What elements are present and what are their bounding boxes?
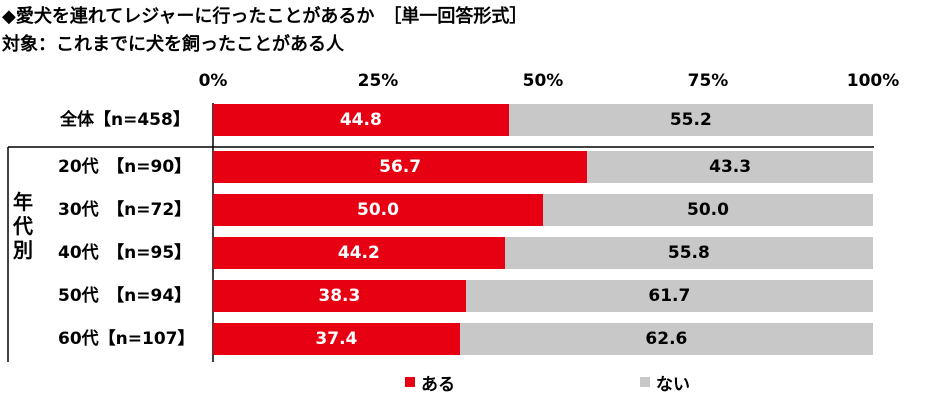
bar-aru	[213, 323, 460, 355]
category-label: 20代 【n=90】	[58, 157, 192, 177]
bar-nai	[543, 194, 873, 226]
legend-swatch-nai	[640, 377, 650, 387]
x-tick-label: 75%	[687, 71, 729, 91]
bar-nai	[587, 151, 873, 183]
x-tick-label: 100%	[846, 71, 900, 91]
category-label: 全体【n=458】	[60, 110, 190, 130]
data-label-aru: 56.7	[379, 157, 422, 177]
legend-item-nai: ない	[640, 372, 690, 395]
category-label: 40代 【n=95】	[58, 243, 192, 263]
category-label: 60代【n=107】	[58, 329, 195, 349]
bar-aru	[213, 237, 505, 269]
bar-nai	[465, 280, 873, 312]
data-label-aru: 44.8	[339, 110, 382, 130]
x-tick-label: 25%	[357, 71, 399, 91]
legend-item-aru: ある	[405, 372, 455, 395]
data-label-nai: 61.7	[648, 286, 691, 306]
bar-aru	[213, 194, 543, 226]
x-tick-label: 50%	[522, 71, 564, 91]
legend-swatch-aru	[405, 377, 415, 387]
bar-nai	[459, 323, 873, 355]
legend-label-nai: ない	[656, 374, 690, 395]
bar-aru	[213, 104, 509, 136]
chart-subtitle: 対象：これまでに犬を飼ったことがある人	[2, 34, 344, 55]
data-label-nai: 50.0	[687, 200, 729, 220]
bar-nai	[504, 237, 873, 269]
data-label-aru: 37.4	[315, 329, 358, 349]
data-label-nai: 55.8	[667, 243, 710, 263]
bar-aru	[213, 280, 466, 312]
legend-label-aru: ある	[421, 374, 455, 395]
data-label-aru: 50.0	[357, 200, 399, 220]
data-label-aru: 38.3	[318, 286, 361, 306]
data-label-aru: 44.2	[337, 243, 380, 263]
group-label: 年代別	[13, 190, 33, 262]
category-label: 50代 【n=94】	[58, 286, 192, 306]
chart-title: ◆愛犬を連れてレジャーに行ったことがあるか ［単一回答形式］	[2, 6, 528, 27]
bar-aru	[213, 151, 588, 183]
data-label-nai: 55.2	[669, 110, 712, 130]
category-label: 30代 【n=72】	[58, 200, 192, 220]
bar-nai	[508, 104, 873, 136]
data-label-nai: 62.6	[645, 329, 688, 349]
x-tick-label: 0%	[198, 71, 228, 91]
data-label-nai: 43.3	[709, 157, 752, 177]
